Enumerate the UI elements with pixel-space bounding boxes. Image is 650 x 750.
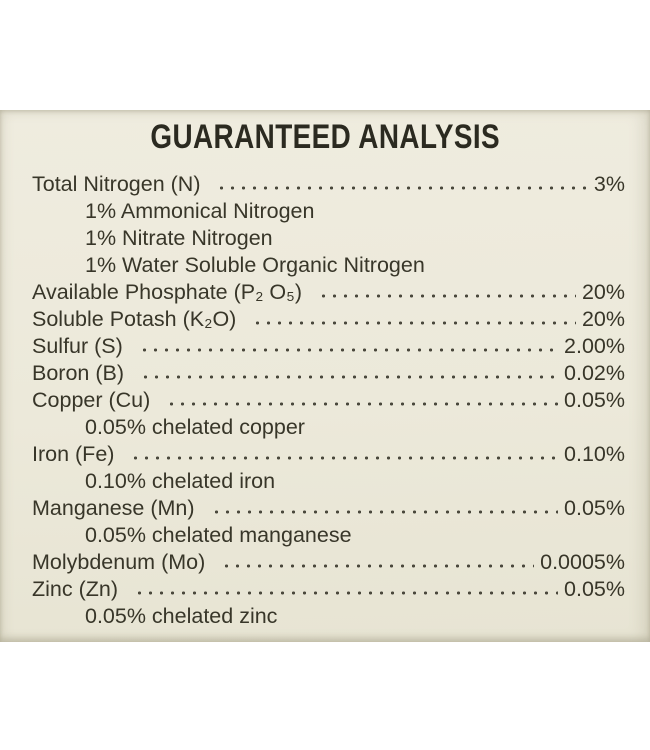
table-row: Soluble Potash (K₂O) 20% [0,307,650,334]
row-label: Boron (B) [32,361,125,385]
table-row: Molybdenum (Mo) 0.0005% [0,550,650,577]
table-row: 1% Ammonical Nitrogen [0,199,650,226]
table-row: Zinc (Zn) 0.05% [0,577,650,604]
dot-leader [134,590,559,596]
page-title: GUARANTEED ANALYSIS [0,117,650,158]
row-value: 20% [581,280,625,304]
row-label: 0.05% chelated copper [85,415,305,439]
row-label: Manganese (Mn) [32,496,195,520]
row-label: Iron (Fe) [32,442,115,466]
guaranteed-analysis-label: GUARANTEED ANALYSIS Total Nitrogen (N) 3… [0,110,650,642]
dot-leader [138,347,559,353]
dot-leader [221,563,535,569]
row-value: 0.05% [564,388,625,412]
row-value: 0.05% [564,577,625,601]
row-value: 0.0005% [540,550,625,574]
row-label: Sulfur (S) [32,334,123,358]
analysis-table: Total Nitrogen (N) 3% 1% Ammonical Nitro… [0,172,650,631]
dot-leader [252,320,576,326]
dot-leader [166,401,559,407]
table-row: Sulfur (S) 2.00% [0,334,650,361]
table-row: Available Phosphate (P₂ O₅) 20% [0,280,650,307]
table-row: Copper (Cu) 0.05% [0,388,650,415]
page-title-text: GUARANTEED ANALYSIS [150,118,500,156]
row-label: 0.10% chelated iron [85,469,276,493]
table-row: 1% Water Soluble Organic Nitrogen [0,253,650,280]
table-row: Manganese (Mn) 0.05% [0,496,650,523]
dot-leader [317,293,576,299]
row-label: 1% Water Soluble Organic Nitrogen [85,253,425,277]
row-value: 3% [593,172,625,196]
row-label: Soluble Potash (K₂O) [32,307,237,331]
dot-leader [140,374,559,380]
row-value: 2.00% [564,334,625,358]
row-value: 0.02% [564,361,625,385]
table-row: Boron (B) 0.02% [0,361,650,388]
row-label: 1% Nitrate Nitrogen [85,226,273,250]
row-value: 0.10% [564,442,625,466]
row-label: 0.05% chelated zinc [85,604,278,628]
row-label: Zinc (Zn) [32,577,118,601]
table-row: 0.05% chelated zinc [0,604,650,631]
table-row: Iron (Fe) 0.10% [0,442,650,469]
row-label: Total Nitrogen (N) [32,172,201,196]
row-value: 0.05% [564,496,625,520]
table-row: 0.05% chelated copper [0,415,650,442]
dot-leader [216,185,588,191]
row-label: 0.05% chelated manganese [85,523,352,547]
table-row: 0.05% chelated manganese [0,523,650,550]
row-label: Available Phosphate (P₂ O₅) [32,280,302,304]
dot-leader [130,455,559,461]
row-label: Molybdenum (Mo) [32,550,206,574]
table-row: 1% Nitrate Nitrogen [0,226,650,253]
row-value: 20% [581,307,625,331]
table-row: 0.10% chelated iron [0,469,650,496]
row-label: 1% Ammonical Nitrogen [85,199,315,223]
row-label: Copper (Cu) [32,388,151,412]
dot-leader [210,509,559,515]
table-row: Total Nitrogen (N) 3% [0,172,650,199]
